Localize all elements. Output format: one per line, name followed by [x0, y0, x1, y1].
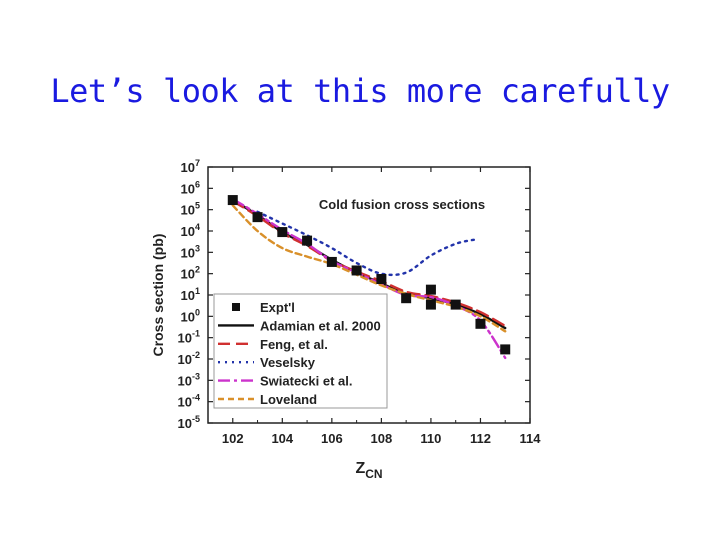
- legend-label: Swiatecki et al.: [260, 374, 353, 389]
- data-point: [450, 299, 461, 310]
- x-tick-label: 108: [371, 431, 393, 446]
- legend-label: Veselsky: [260, 355, 316, 370]
- data-point: [351, 265, 362, 276]
- data-point: [252, 212, 263, 223]
- legend-label: Expt'l: [260, 300, 295, 315]
- legend-label: Loveland: [260, 392, 317, 407]
- y-tick-label: 10-3: [178, 371, 200, 388]
- data-point: [376, 274, 387, 284]
- data-point: [302, 235, 313, 246]
- data-point: [401, 293, 412, 304]
- y-tick-label: 100: [181, 307, 200, 324]
- plot-layer: 107 106 105 104 103 102 101 100 10-1 10-2 10-3 10-4…: [150, 158, 541, 481]
- y-tick-label: 103: [181, 243, 200, 260]
- x-tick-label: 110: [420, 431, 441, 446]
- legend-box: [213, 293, 388, 409]
- data-point: [500, 344, 511, 355]
- legend-marker: [232, 303, 240, 311]
- legend-label: Adamian et al. 2000: [260, 318, 381, 333]
- y-tick-label: 10-4: [178, 393, 200, 410]
- y-tick-label: 102: [181, 265, 200, 282]
- y-tick-label: 10-2: [178, 350, 200, 367]
- y-tick-label: 10-1: [178, 329, 200, 346]
- data-point: [227, 195, 238, 206]
- x-tick-label: 106: [321, 431, 343, 446]
- y-axis-title: Cross section (pb): [150, 234, 166, 357]
- chart-annotation: Cold fusion cross sections: [319, 197, 485, 212]
- data-point: [475, 318, 486, 329]
- data-point: [277, 227, 288, 238]
- y-tick-label: 106: [181, 179, 200, 196]
- y-tick-label: 101: [181, 286, 200, 303]
- series-line-3: [256, 210, 477, 277]
- y-tick-label: 10-5: [178, 414, 200, 431]
- y-tick-label: 105: [181, 201, 200, 218]
- x-axis-title: ZCN: [355, 460, 382, 481]
- x-tick-label: 102: [222, 431, 244, 446]
- y-tick-label: 104: [181, 222, 200, 239]
- x-tick-label: 112: [470, 431, 491, 446]
- data-point: [425, 284, 436, 295]
- slide-title: Let’s look at this more carefully: [50, 72, 670, 110]
- y-tick-label: 107: [181, 158, 200, 175]
- x-tick-label: 104: [271, 431, 293, 446]
- data-point: [326, 256, 337, 267]
- legend-label: Feng, et al.: [260, 337, 328, 352]
- data-point: [425, 299, 436, 310]
- x-tick-label: 114: [520, 431, 542, 446]
